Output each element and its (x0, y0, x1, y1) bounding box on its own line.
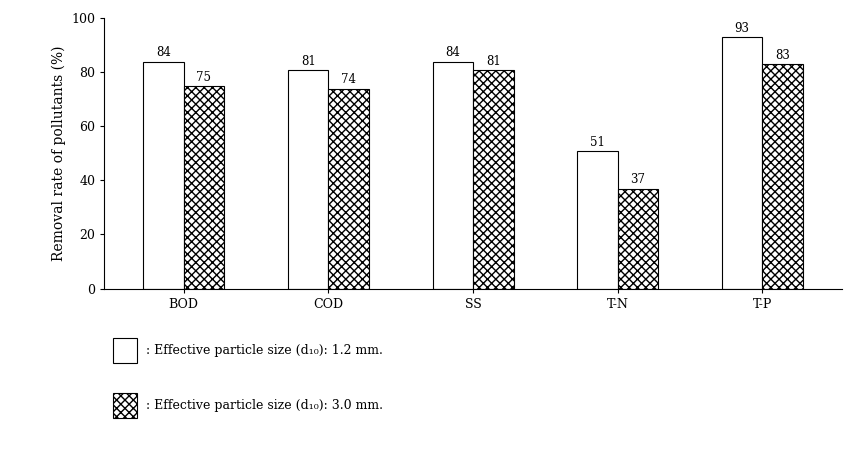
Text: 83: 83 (775, 49, 790, 62)
Bar (618, 189, 658, 289)
Bar (143, 61, 184, 289)
Text: 74: 74 (341, 73, 356, 87)
Bar (577, 151, 618, 289)
Text: 75: 75 (196, 71, 212, 84)
Bar (288, 70, 328, 289)
Y-axis label: Removal rate of pollutants (%): Removal rate of pollutants (%) (51, 46, 66, 261)
Text: : Effective particle size (d₁₀): 3.0 mm.: : Effective particle size (d₁₀): 3.0 mm. (146, 399, 383, 412)
Bar (722, 37, 762, 289)
Bar (473, 70, 514, 289)
Text: 81: 81 (486, 55, 501, 67)
Text: : Effective particle size (d₁₀): 1.2 mm.: : Effective particle size (d₁₀): 1.2 mm. (146, 344, 383, 357)
Bar (762, 64, 803, 289)
Text: 84: 84 (445, 46, 460, 60)
Bar (184, 86, 224, 289)
Text: 81: 81 (301, 55, 315, 67)
Text: 93: 93 (734, 22, 750, 35)
Text: 37: 37 (630, 174, 646, 186)
Text: 84: 84 (156, 46, 171, 60)
Bar (432, 61, 473, 289)
Text: 51: 51 (590, 136, 605, 148)
Bar (328, 88, 369, 289)
